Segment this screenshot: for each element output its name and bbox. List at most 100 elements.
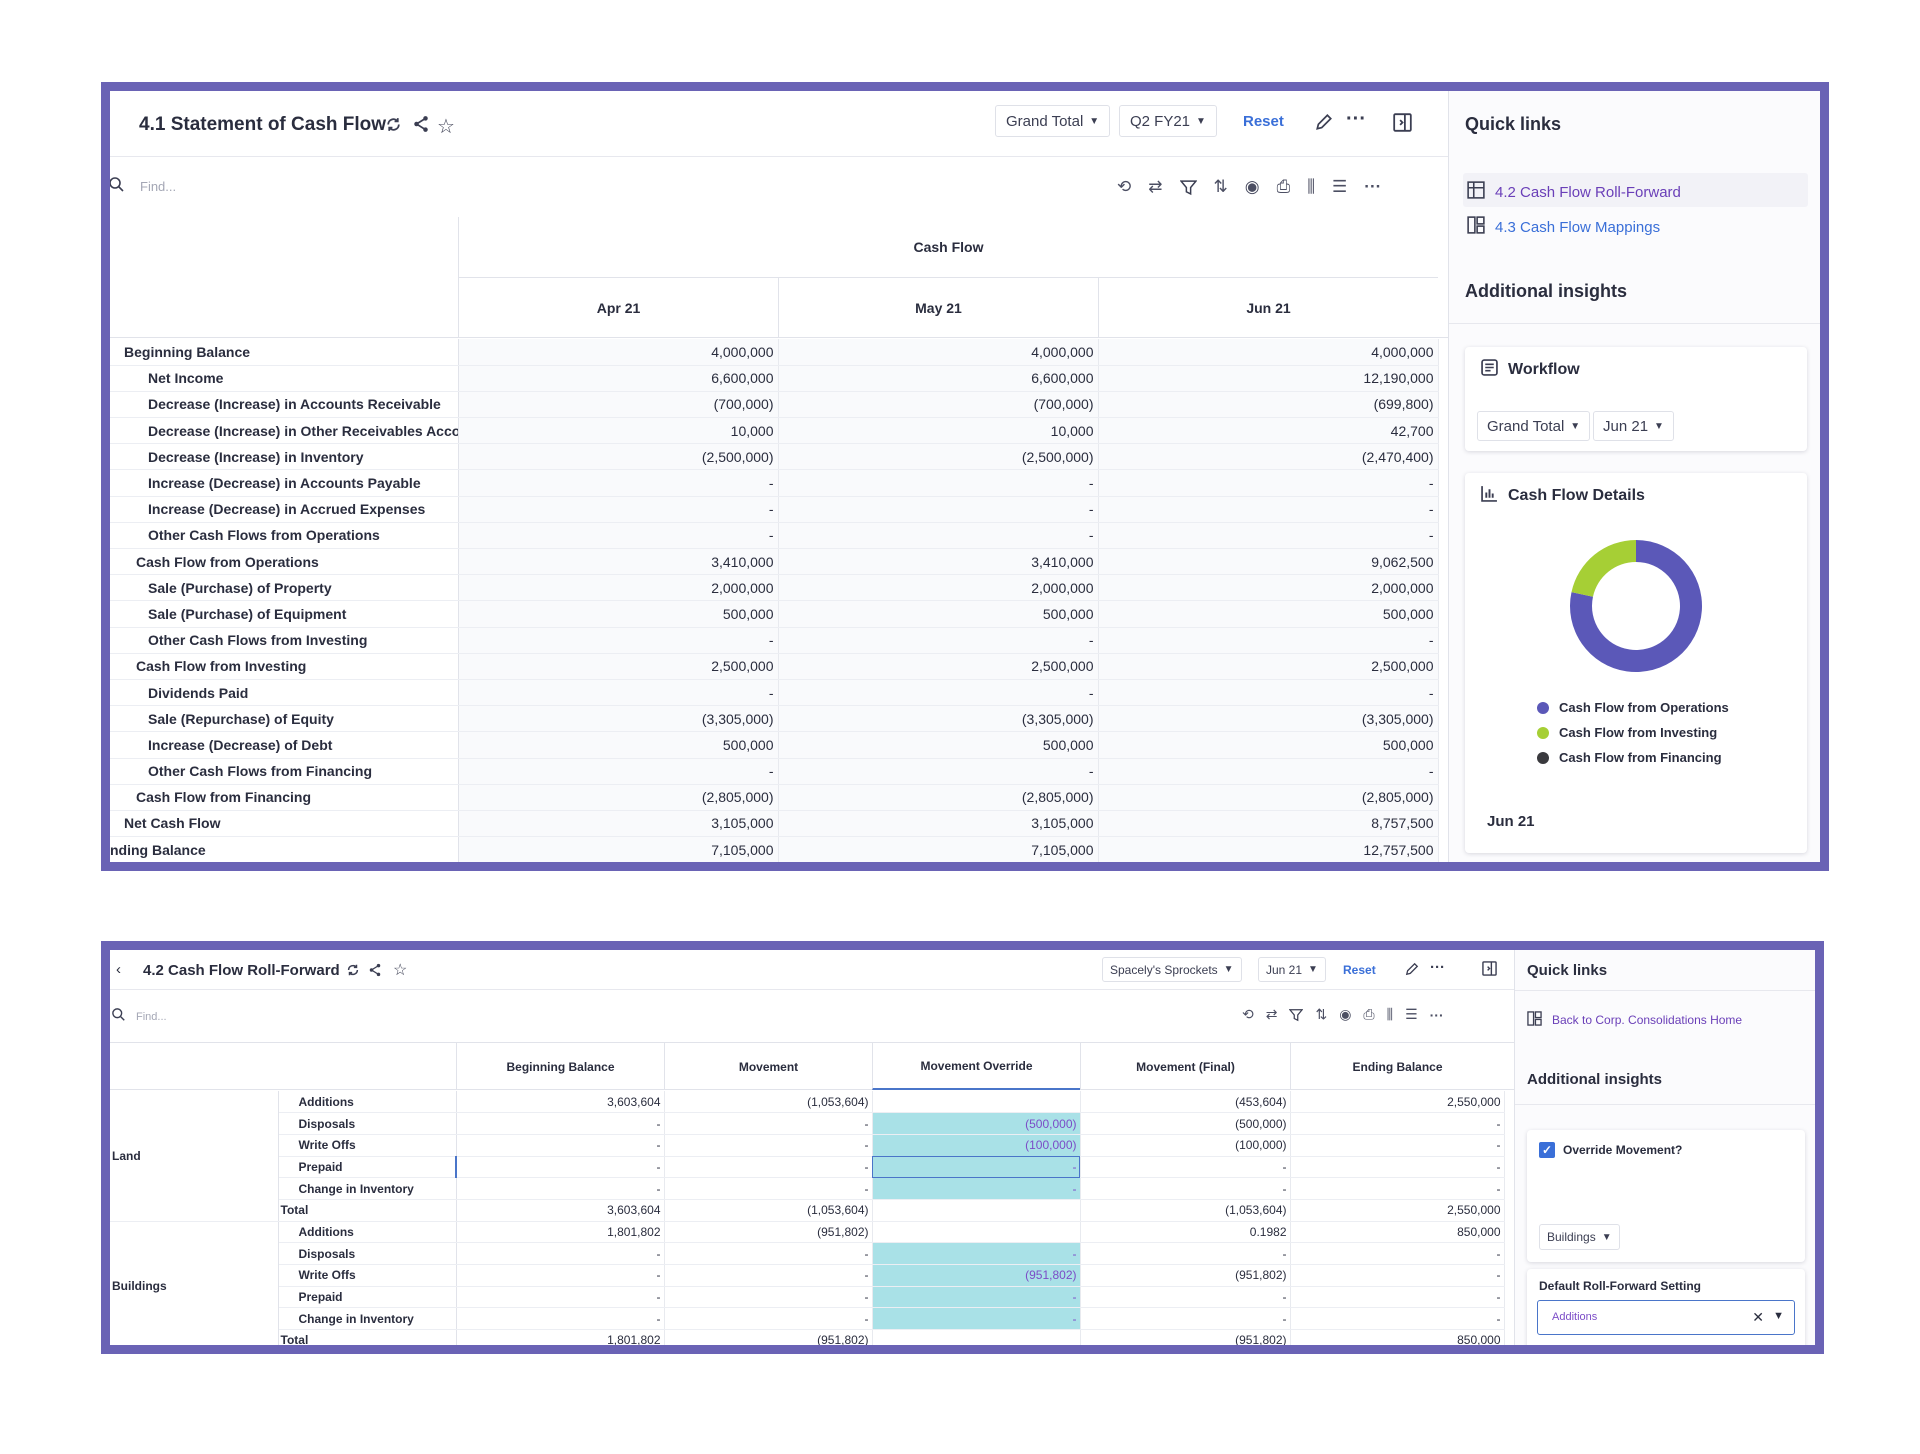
table-cell[interactable]: 2,550,000 [1290, 1091, 1505, 1114]
column-header-jun[interactable]: Jun 21 [1098, 278, 1438, 338]
table-cell[interactable]: - [664, 1286, 873, 1309]
table-cell[interactable]: - [1290, 1177, 1505, 1200]
table-cell[interactable]: - [664, 1242, 873, 1265]
table-cell[interactable]: - [778, 496, 1099, 523]
override-cell[interactable]: - [872, 1242, 1081, 1265]
donut-slice-cash-flow-from-investing[interactable] [1571, 540, 1636, 597]
column-header-movement-final[interactable]: Movement (Final) [1080, 1043, 1290, 1090]
table-cell[interactable]: 2,000,000 [458, 574, 779, 602]
row-label[interactable]: Change in Inventory [278, 1307, 457, 1331]
table-cell[interactable]: (951,802) [664, 1221, 873, 1244]
table-cell[interactable]: - [664, 1156, 873, 1179]
row-label[interactable]: Net Cash Flow [110, 809, 459, 838]
table-cell[interactable]: 2,500,000 [458, 653, 779, 680]
table-cell[interactable]: - [456, 1112, 665, 1135]
find-box[interactable]: Find... [110, 177, 176, 196]
override-cell[interactable]: - [872, 1286, 1081, 1309]
history-icon[interactable]: ⟲ [1117, 177, 1132, 196]
table-cell[interactable]: 850,000 [1290, 1221, 1505, 1244]
workflow-period-filter[interactable]: Jun 21 ▼ [1593, 411, 1674, 441]
table-cell[interactable]: 3,410,000 [458, 548, 779, 576]
pivot-icon[interactable]: ⇄ [1148, 177, 1163, 196]
table-cell[interactable]: (2,805,000) [458, 784, 779, 811]
buildings-filter[interactable]: Buildings ▼ [1539, 1224, 1620, 1250]
table-cell[interactable]: - [458, 496, 779, 523]
column-header-movement-override[interactable]: Movement Override [872, 1043, 1080, 1090]
table-cell[interactable]: (2,805,000) [778, 784, 1099, 811]
row-label[interactable]: Decrease (Increase) in Accounts Receivab… [110, 391, 459, 419]
panel-toggle-icon[interactable] [1482, 961, 1497, 976]
workflow-grand-total-filter[interactable]: Grand Total ▼ [1477, 411, 1591, 441]
column-header-ending-balance[interactable]: Ending Balance [1290, 1043, 1504, 1090]
table-cell[interactable]: - [664, 1307, 873, 1331]
sort-icon[interactable]: ⇅ [1213, 177, 1228, 196]
table-cell[interactable]: - [778, 679, 1099, 707]
row-label[interactable]: Other Cash Flows from Investing [110, 627, 459, 654]
eye-icon[interactable]: ◉ [1339, 1006, 1352, 1022]
table-cell[interactable]: - [778, 469, 1099, 497]
table-cell[interactable]: 9,062,500 [1098, 548, 1439, 576]
total-cell[interactable]: (951,802) [1080, 1329, 1291, 1345]
table-cell[interactable]: - [778, 627, 1099, 654]
total-cell[interactable]: (1,053,604) [664, 1199, 873, 1222]
table-cell[interactable]: - [456, 1264, 665, 1287]
total-cell[interactable]: 3,603,604 [456, 1199, 665, 1222]
table-cell[interactable]: - [1290, 1156, 1505, 1179]
total-cell[interactable]: 1,801,802 [456, 1329, 665, 1345]
row-label[interactable]: Other Cash Flows from Operations [110, 522, 459, 550]
table-cell[interactable]: - [456, 1242, 665, 1265]
total-cell[interactable]: 2,550,000 [1290, 1199, 1505, 1222]
table-cell[interactable]: - [458, 522, 779, 550]
clear-icon[interactable]: ✕ [1752, 1309, 1764, 1325]
default-setting-select[interactable]: Additions ✕ ▼ [1537, 1300, 1795, 1335]
table-cell[interactable]: - [778, 522, 1099, 550]
table-cell[interactable]: (3,305,000) [458, 705, 779, 733]
table-cell[interactable]: (2,500,000) [778, 443, 1099, 471]
table-cell[interactable]: 1,801,802 [456, 1221, 665, 1244]
more-icon[interactable]: ··· [1429, 1006, 1444, 1023]
override-cell[interactable] [872, 1091, 1081, 1114]
row-label[interactable]: Decrease (Increase) in Other Receivables… [110, 417, 459, 445]
columns-icon[interactable]: ⫼ [1307, 177, 1316, 196]
table-cell[interactable]: - [1080, 1286, 1291, 1309]
table-cell[interactable]: - [1098, 679, 1439, 707]
table-cell[interactable]: - [1080, 1307, 1291, 1331]
table-cell[interactable]: (3,305,000) [1098, 705, 1439, 733]
quick-link-roll-forward[interactable]: 4.2 Cash Flow Roll-Forward [1467, 181, 1681, 203]
table-cell[interactable]: 500,000 [1098, 600, 1439, 628]
legend-item[interactable]: Cash Flow from Financing [1537, 745, 1729, 770]
table-cell[interactable]: - [456, 1286, 665, 1309]
sort-icon[interactable]: ⇅ [1315, 1006, 1328, 1022]
column-header-may[interactable]: May 21 [778, 278, 1098, 338]
table-cell[interactable]: (2,805,000) [1098, 784, 1439, 811]
table-cell[interactable]: - [1290, 1242, 1505, 1265]
table-cell[interactable]: - [1098, 627, 1439, 654]
row-label[interactable]: Disposals [278, 1112, 457, 1135]
table-cell[interactable]: 4,000,000 [1098, 339, 1439, 366]
row-label[interactable]: Cash Flow from Financing [110, 784, 459, 811]
panel-toggle-icon[interactable] [1393, 113, 1412, 132]
table-cell[interactable]: - [458, 469, 779, 497]
table-cell[interactable]: - [664, 1134, 873, 1157]
table-cell[interactable]: - [458, 627, 779, 654]
table-cell[interactable]: 0.1982 [1080, 1221, 1291, 1244]
row-label[interactable]: Decrease (Increase) in Inventory [110, 443, 459, 471]
table-cell[interactable]: - [1290, 1307, 1505, 1331]
table-cell[interactable]: - [456, 1307, 665, 1331]
total-cell[interactable]: 850,000 [1290, 1329, 1505, 1345]
table-cell[interactable]: 2,000,000 [1098, 574, 1439, 602]
total-cell[interactable]: (1,053,604) [1080, 1199, 1291, 1222]
quick-link-mappings[interactable]: 4.3 Cash Flow Mappings [1467, 216, 1660, 238]
filter-icon[interactable] [1179, 179, 1197, 196]
table-cell[interactable]: 3,105,000 [458, 809, 779, 838]
chevron-down-icon[interactable]: ▼ [1773, 1310, 1784, 1322]
column-header-movement[interactable]: Movement [664, 1043, 872, 1090]
table-cell[interactable]: 8,757,500 [1098, 809, 1439, 838]
row-label[interactable]: nding Balance [110, 836, 459, 862]
table-cell[interactable]: 500,000 [458, 731, 779, 759]
donut-slice-cash-flow-from-operations[interactable] [1570, 540, 1702, 672]
table-cell[interactable]: 500,000 [778, 731, 1099, 759]
reset-button[interactable]: Reset [1343, 963, 1376, 977]
override-toggle[interactable]: ✓ Override Movement? [1539, 1142, 1682, 1158]
legend-item[interactable]: Cash Flow from Investing [1537, 720, 1729, 745]
